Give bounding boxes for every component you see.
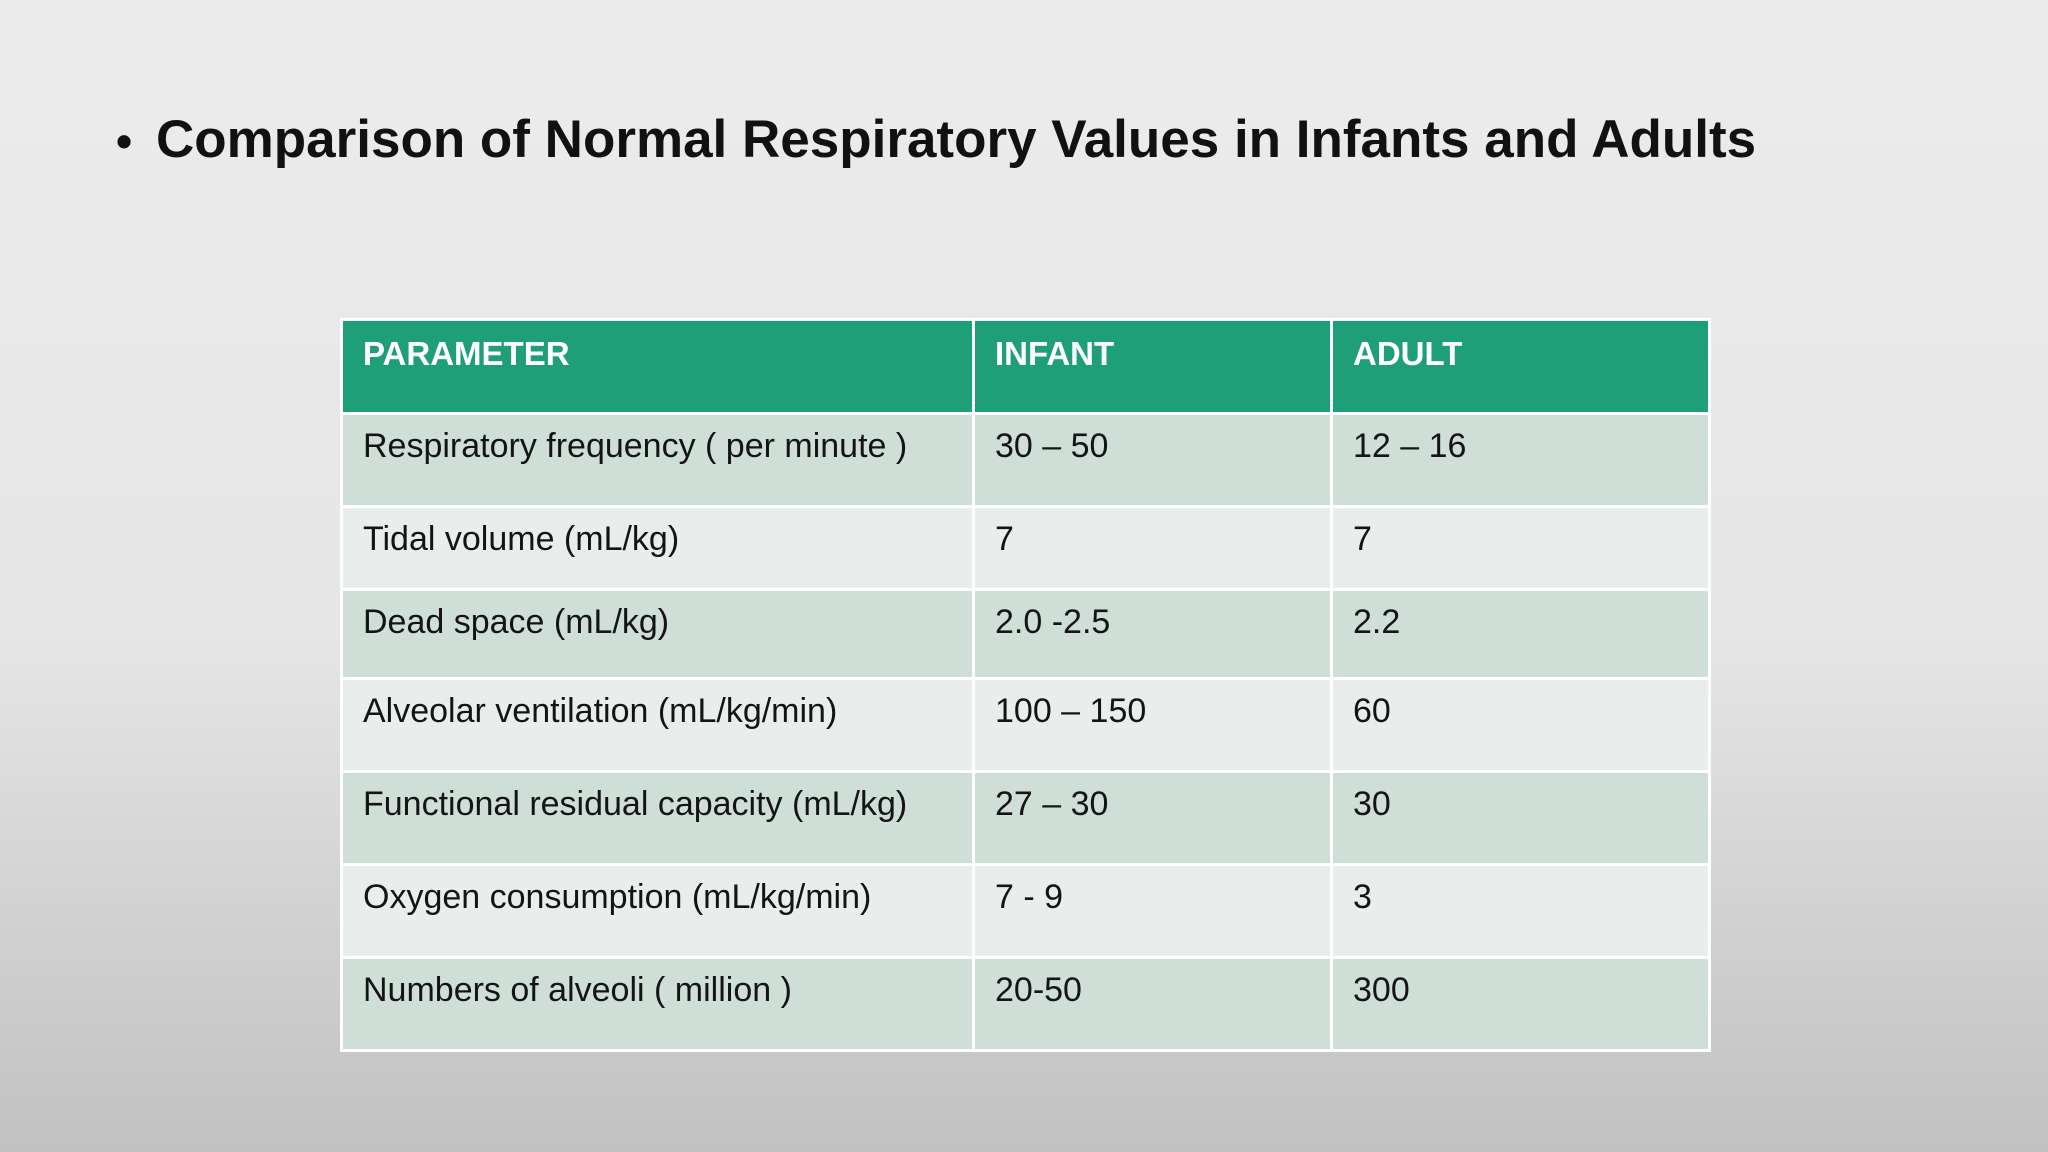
adult-value-cell: 300 bbox=[1330, 956, 1711, 1052]
infant-value-cell: 7 - 9 bbox=[972, 863, 1333, 959]
table-row: Respiratory frequency ( per minute ) 30 … bbox=[340, 412, 1711, 508]
parameter-cell: Respiratory frequency ( per minute ) bbox=[340, 412, 975, 508]
infant-value-cell: 30 – 50 bbox=[972, 412, 1333, 508]
adult-value-cell: 7 bbox=[1330, 505, 1711, 591]
adult-value-cell: 3 bbox=[1330, 863, 1711, 959]
slide-title: • Comparison of Normal Respiratory Values… bbox=[116, 108, 1756, 173]
parameter-cell: Tidal volume (mL/kg) bbox=[340, 505, 975, 591]
table-row: Dead space (mL/kg) 2.0 -2.5 2.2 bbox=[340, 588, 1711, 680]
bullet-icon: • bbox=[116, 115, 133, 167]
table-row: Oxygen consumption (mL/kg/min) 7 - 9 3 bbox=[340, 863, 1711, 959]
infant-value-cell: 27 – 30 bbox=[972, 770, 1333, 866]
comparison-table: PARAMETER INFANT ADULT Respiratory frequ… bbox=[340, 318, 1711, 1052]
infant-value-cell: 20-50 bbox=[972, 956, 1333, 1052]
header-infant: INFANT bbox=[972, 318, 1333, 415]
table-row: Numbers of alveoli ( million ) 20-50 300 bbox=[340, 956, 1711, 1052]
adult-value-cell: 12 – 16 bbox=[1330, 412, 1711, 508]
adult-value-cell: 60 bbox=[1330, 677, 1711, 773]
table-row: Functional residual capacity (mL/kg) 27 … bbox=[340, 770, 1711, 866]
table-header-row: PARAMETER INFANT ADULT bbox=[340, 318, 1711, 415]
header-parameter: PARAMETER bbox=[340, 318, 975, 415]
parameter-cell: Alveolar ventilation (mL/kg/min) bbox=[340, 677, 975, 773]
infant-value-cell: 7 bbox=[972, 505, 1333, 591]
adult-value-cell: 2.2 bbox=[1330, 588, 1711, 680]
infant-value-cell: 100 – 150 bbox=[972, 677, 1333, 773]
parameter-cell: Oxygen consumption (mL/kg/min) bbox=[340, 863, 975, 959]
parameter-cell: Numbers of alveoli ( million ) bbox=[340, 956, 975, 1052]
adult-value-cell: 30 bbox=[1330, 770, 1711, 866]
parameter-cell: Functional residual capacity (mL/kg) bbox=[340, 770, 975, 866]
table-row: Tidal volume (mL/kg) 7 7 bbox=[340, 505, 1711, 591]
parameter-cell: Dead space (mL/kg) bbox=[340, 588, 975, 680]
header-adult: ADULT bbox=[1330, 318, 1711, 415]
table-row: Alveolar ventilation (mL/kg/min) 100 – 1… bbox=[340, 677, 1711, 773]
infant-value-cell: 2.0 -2.5 bbox=[972, 588, 1333, 680]
slide-title-text: Comparison of Normal Respiratory Values … bbox=[156, 110, 1757, 169]
